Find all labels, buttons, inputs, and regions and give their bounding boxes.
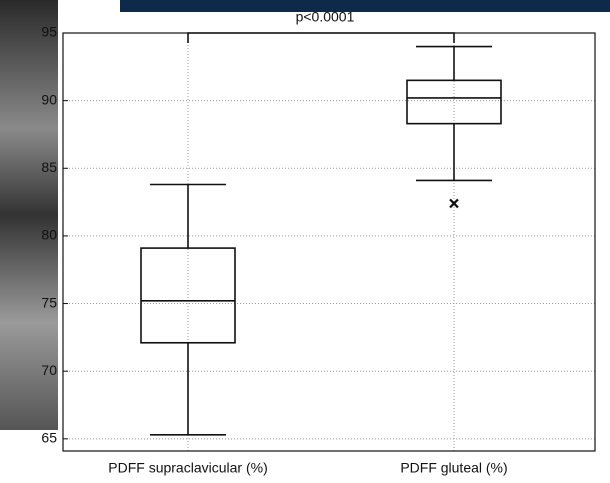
- top-bar: [120, 0, 610, 12]
- y-tick-label: 80: [41, 227, 57, 243]
- y-tick-label: 85: [41, 159, 57, 175]
- y-tick-label: 70: [41, 362, 57, 378]
- y-tick-label: 90: [41, 91, 57, 107]
- y-tick-label: 95: [41, 24, 57, 40]
- annotation: p<0.0001: [296, 9, 355, 25]
- x-tick-label: PDFF supraclavicular (%): [108, 460, 267, 476]
- chart: p<0.0001 65 70 75 80 85 90 95 PDFF supraclavicu…: [0, 0, 610, 483]
- y-tick-label: 75: [41, 294, 57, 310]
- x-tick-label: PDFF gluteal (%): [400, 460, 507, 476]
- y-tick-label: 65: [41, 430, 57, 446]
